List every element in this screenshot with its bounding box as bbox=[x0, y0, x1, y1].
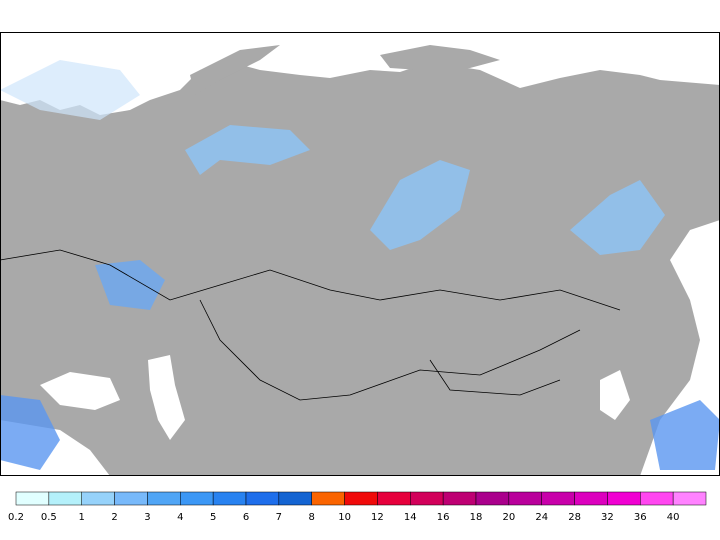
precip-area bbox=[570, 180, 665, 255]
colorbar-label: 18 bbox=[470, 512, 483, 523]
color-box bbox=[672, 491, 707, 506]
color-box bbox=[475, 491, 510, 506]
colorbar-label: 16 bbox=[437, 512, 450, 523]
colorbar-label: 8 bbox=[309, 512, 315, 523]
precip-area bbox=[0, 395, 60, 470]
colorbar-label: 0.5 bbox=[41, 512, 57, 523]
colorbar: 0.2 0.5 1 2 3 4 5 6 7 8 10 12 14 16 18 20 24 28 32 36 40 bbox=[8, 491, 707, 523]
color-box bbox=[311, 491, 345, 506]
precip-area bbox=[650, 400, 720, 470]
severnaya-zemlya bbox=[380, 45, 500, 70]
color-box bbox=[245, 491, 280, 506]
color-box bbox=[640, 491, 674, 506]
yellow-sea bbox=[600, 370, 630, 420]
color-box bbox=[81, 491, 115, 506]
colorbar-label: 4 bbox=[177, 512, 183, 523]
colorbar-label: 5 bbox=[210, 512, 216, 523]
colorbar-label: 7 bbox=[276, 512, 282, 523]
colorbar-label: 2 bbox=[111, 512, 117, 523]
colorbar-label: 0.2 bbox=[8, 512, 24, 523]
arctic-ocean bbox=[0, 32, 720, 115]
colorbar-label: 28 bbox=[568, 512, 581, 523]
black-sea bbox=[40, 372, 120, 410]
color-box bbox=[508, 491, 542, 506]
colorbar-label: 12 bbox=[371, 512, 384, 523]
color-box bbox=[541, 491, 575, 506]
color-box bbox=[147, 491, 181, 506]
colorbar-label: 24 bbox=[535, 512, 548, 523]
colorbar-label: 3 bbox=[144, 512, 150, 523]
color-box bbox=[442, 491, 477, 506]
precip-area bbox=[185, 125, 310, 175]
color-box bbox=[15, 491, 50, 506]
color-box bbox=[344, 491, 378, 506]
color-box bbox=[114, 491, 148, 506]
colorbar-label: 20 bbox=[502, 512, 515, 523]
novaya-zemlya bbox=[190, 45, 280, 95]
color-box bbox=[278, 491, 312, 506]
color-box bbox=[574, 491, 608, 506]
color-box bbox=[410, 491, 444, 506]
colorbar-label: 40 bbox=[667, 512, 680, 523]
color-box bbox=[607, 491, 641, 506]
color-box bbox=[377, 491, 411, 506]
caspian-sea bbox=[148, 355, 185, 440]
colorbar-label: 14 bbox=[404, 512, 417, 523]
colorbar-label: 6 bbox=[243, 512, 249, 523]
color-box bbox=[180, 491, 214, 506]
colorbar-label: 10 bbox=[338, 512, 351, 523]
map bbox=[0, 32, 720, 476]
color-box bbox=[212, 491, 247, 506]
colorbar-label: 1 bbox=[79, 512, 85, 523]
precip-area bbox=[95, 260, 165, 310]
precip-area bbox=[370, 160, 470, 250]
precip-area bbox=[0, 60, 140, 120]
borders bbox=[0, 249, 621, 401]
color-box bbox=[48, 491, 82, 506]
colorbar-label: 36 bbox=[634, 512, 647, 523]
colorbar-label: 32 bbox=[601, 512, 614, 523]
